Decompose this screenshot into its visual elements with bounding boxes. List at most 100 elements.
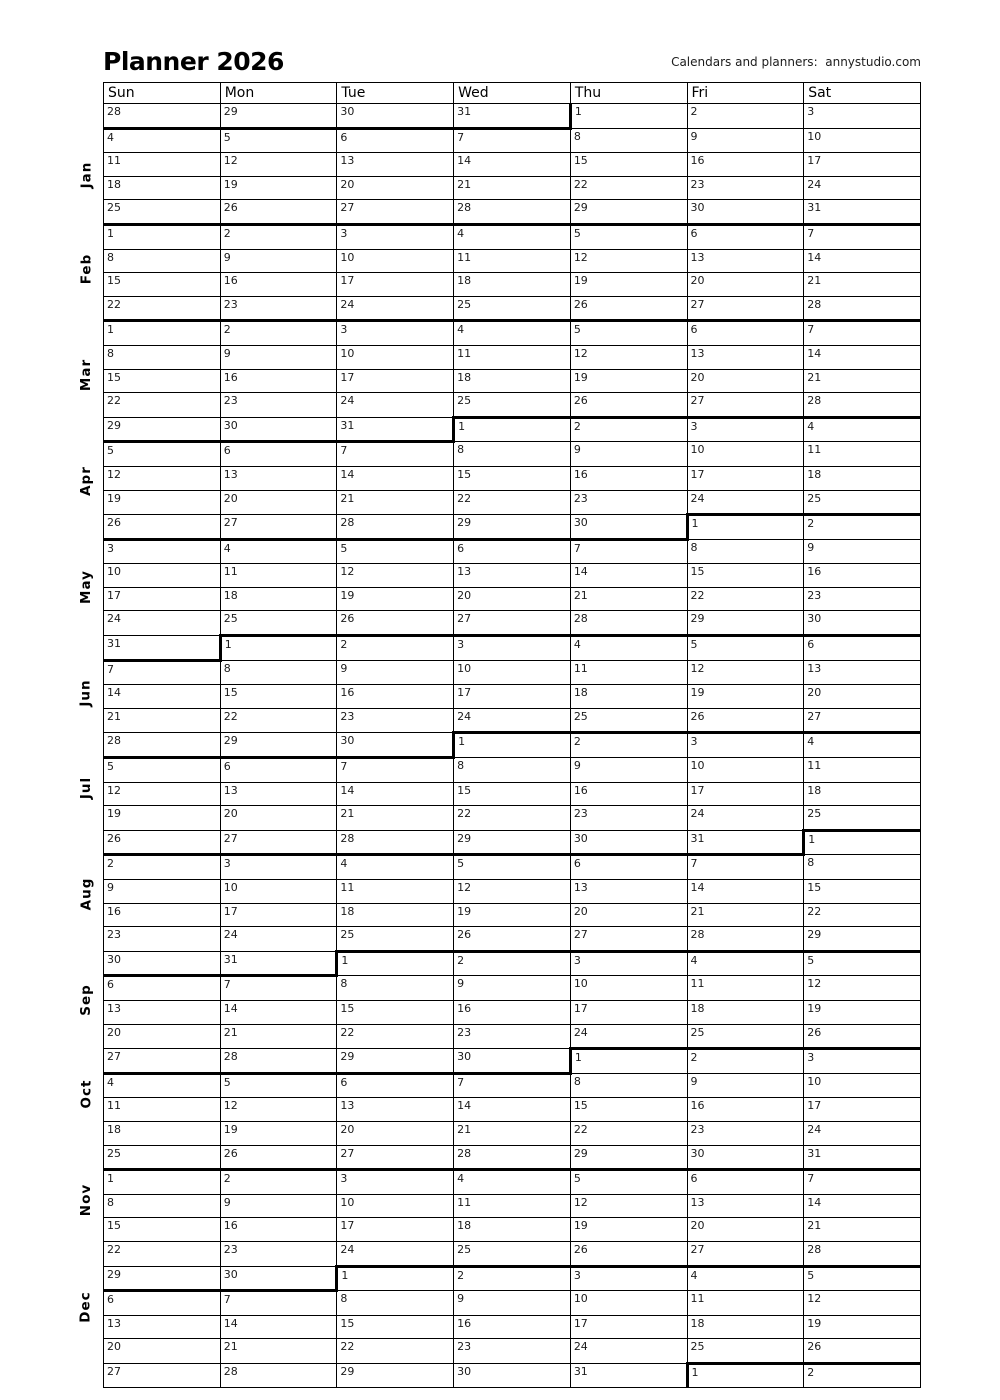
day-cell: 8 [103, 248, 221, 274]
week-row: 20 21 22 23 24 25 26 [103, 1338, 921, 1364]
day-cell: 23 [219, 1240, 338, 1267]
week-row: 22 23 24 25 26 27 28 [103, 1240, 921, 1267]
day-cell: 26 [453, 926, 571, 952]
day-cell: 29 [569, 199, 688, 225]
day-cell: 22 [336, 1338, 455, 1364]
day-cell: 6 [219, 756, 338, 783]
day-cell: 18 [453, 272, 571, 297]
day-cell: 1 [103, 319, 221, 346]
week-row: 8 9 10 11 12 13 14 [103, 1193, 921, 1219]
day-cell: 15 [569, 152, 688, 177]
day-cell: 29 [803, 926, 921, 952]
week-row: 15 16 17 18 19 20 21 [103, 1217, 921, 1242]
day-cell: 11 [686, 975, 805, 1001]
week-row: 25 26 27 28 29 30 31 [103, 1144, 921, 1171]
day-cell: 1 [335, 949, 455, 977]
day-cell: 3 [686, 731, 805, 759]
day-cell: 12 [569, 248, 688, 274]
day-cell: 17 [686, 781, 805, 807]
day-cell: 10 [569, 975, 688, 1001]
day-cell: 27 [803, 707, 921, 734]
day-cell: 13 [219, 781, 338, 807]
day-cell: 6 [803, 634, 921, 661]
day-cell: 8 [803, 854, 921, 880]
month-label-text: Dec [78, 1290, 94, 1323]
day-cell: 30 [686, 1144, 805, 1171]
day-cell: 10 [569, 1290, 688, 1316]
day-cell: 15 [803, 879, 921, 904]
day-cell: 13 [219, 465, 338, 491]
day-cell: 19 [803, 999, 921, 1025]
day-cell: 26 [569, 392, 688, 418]
day-cell: 20 [219, 489, 338, 516]
day-cell: 17 [803, 152, 921, 177]
day-cell: 27 [686, 295, 805, 322]
day-cell: 24 [103, 610, 221, 637]
month-label-jun: Jun [72, 646, 100, 740]
day-cell: 16 [453, 999, 571, 1025]
day-cell: 8 [103, 1193, 221, 1219]
day-cell: 26 [803, 1023, 921, 1050]
month-label-aug: Aug [72, 835, 100, 953]
day-cell: 7 [336, 440, 455, 467]
day-cell: 6 [453, 537, 571, 565]
day-cell: 1 [452, 415, 571, 443]
weekday-header-thu: Thu [569, 82, 688, 104]
day-cell: 11 [453, 248, 571, 274]
month-label-feb: Feb [72, 222, 100, 316]
page-title: Planner 2026 [103, 47, 284, 76]
day-cell: 23 [336, 707, 455, 734]
day-cell: 18 [219, 586, 338, 612]
day-cell: 9 [569, 441, 688, 467]
weekday-header-row: Sun Mon Tue Wed Thu Fri Sat [103, 82, 921, 104]
day-cell: 21 [803, 1217, 921, 1242]
day-cell: 5 [803, 949, 921, 977]
day-cell: 11 [569, 659, 688, 686]
day-cell: 18 [103, 1120, 221, 1146]
week-row: 13 14 15 16 17 18 19 [103, 1314, 921, 1340]
day-cell: 28 [803, 1240, 921, 1267]
week-row: 28 29 30 1 2 3 4 [103, 731, 921, 759]
day-cell: 10 [803, 127, 921, 154]
week-row: 6 7 8 9 10 11 12 [103, 974, 921, 1001]
day-cell: 15 [453, 465, 571, 491]
day-cell: 22 [336, 1023, 455, 1050]
day-cell: 3 [219, 853, 338, 880]
day-cell: 11 [453, 1193, 571, 1219]
day-cell: 22 [103, 1240, 221, 1267]
day-cell: 13 [336, 1097, 455, 1122]
week-row: 26 27 28 29 30 1 2 [103, 513, 921, 540]
day-cell: 14 [103, 684, 221, 709]
day-cell: 17 [453, 684, 571, 709]
day-cell: 23 [219, 295, 338, 322]
day-cell: 2 [453, 949, 571, 977]
day-cell: 27 [219, 829, 338, 856]
day-cell: 2 [803, 513, 921, 540]
day-cell: 24 [336, 1240, 455, 1267]
day-cell: 30 [569, 829, 688, 856]
week-row: 15 16 17 18 19 20 21 [103, 368, 921, 394]
day-cell: 12 [219, 1097, 338, 1122]
day-cell: 3 [569, 1264, 688, 1292]
day-cell: 23 [219, 392, 338, 418]
day-cell: 28 [453, 199, 571, 225]
day-cell: 6 [219, 440, 338, 467]
day-cell: 20 [803, 684, 921, 709]
day-cell: 26 [219, 1144, 338, 1171]
day-cell: 5 [569, 319, 688, 346]
day-cell: 7 [219, 1289, 338, 1316]
day-cell: 25 [569, 707, 688, 734]
day-cell: 5 [569, 1168, 688, 1195]
day-cell: 23 [686, 175, 805, 201]
week-row: 9 10 11 12 13 14 15 [103, 879, 921, 904]
day-cell: 27 [686, 1240, 805, 1267]
day-cell: 4 [803, 731, 921, 759]
day-cell: 26 [686, 707, 805, 734]
day-cell: 16 [219, 368, 338, 394]
day-cell: 29 [453, 514, 571, 540]
day-cell: 12 [103, 781, 221, 807]
day-cell: 30 [686, 199, 805, 225]
day-cell: 28 [219, 1048, 338, 1074]
day-cell: 28 [803, 295, 921, 322]
